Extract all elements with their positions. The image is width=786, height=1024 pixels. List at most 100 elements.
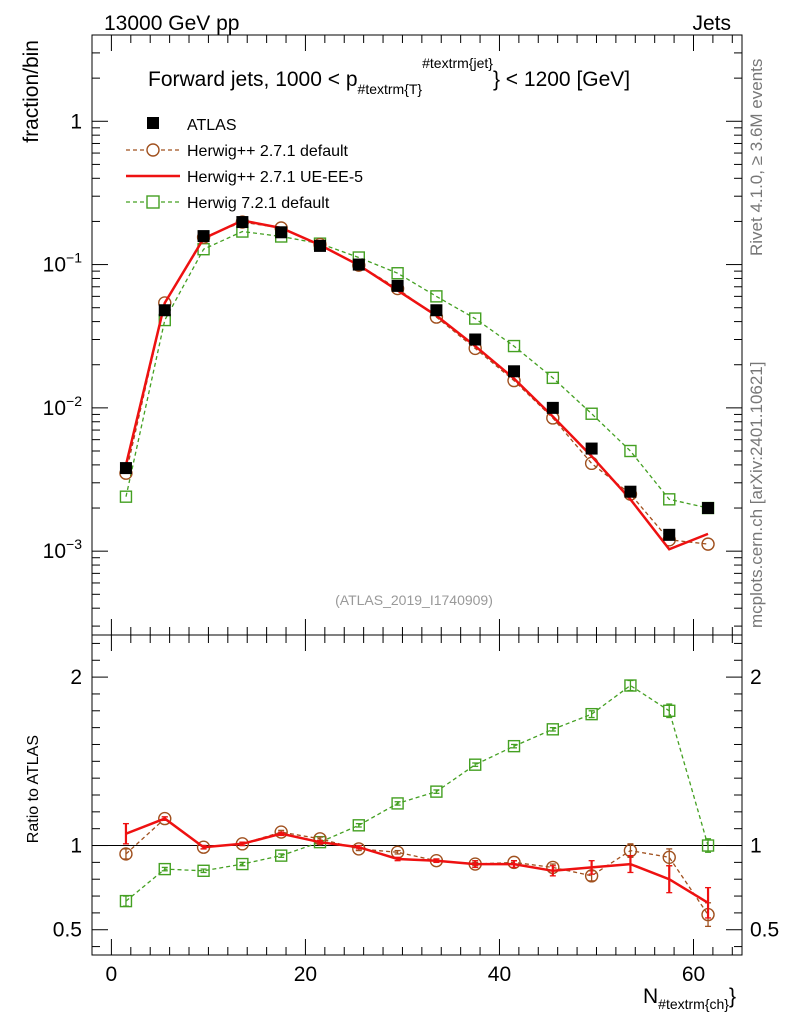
main-point-atlas (391, 279, 404, 292)
main-point-atlas (313, 239, 326, 252)
x-tick-labels: 0 20 40 60 (106, 963, 706, 986)
main-line-square-dashed (125, 230, 709, 509)
chart-title-end: } < 1200 [GeV] (493, 68, 630, 91)
main-point-atlas (236, 216, 249, 229)
ratio-y-axis-label: Ratio to ATLAS (25, 735, 42, 843)
main-point-atlas (352, 258, 365, 271)
main-y-tick-label-base: 10 (43, 254, 66, 277)
x-tick-label: 0 (106, 963, 118, 986)
legend-label-herwig7-default: Herwig 7.2.1 default (187, 195, 330, 212)
ratio-point-herwig7-default (585, 707, 598, 721)
main-y-tick-label-base: 10 (43, 397, 66, 420)
legend-item-atlas: ATLAS (147, 117, 237, 134)
ratio-point-herwigpp-default (274, 825, 288, 839)
ratio-point-herwig7-default (274, 849, 288, 862)
main-point-atlas (585, 442, 598, 455)
ratio-panel: 0.5 0.5 1 1 2 2 Ratio to ATLAS 0 20 40 60 N#text… (25, 634, 779, 1012)
main-y-tick-label-exp: −2 (66, 393, 82, 409)
main-point-atlas (624, 485, 637, 498)
ratio-series-solid (122, 816, 712, 919)
ratio-point-herwig7-default (624, 679, 637, 692)
ratio-point-herwig7-default (119, 894, 133, 908)
legend-marker-atlas (147, 117, 159, 129)
ratio-line-circle-dashed (125, 817, 709, 915)
legend-label-atlas: ATLAS (187, 117, 237, 134)
legend-marker-herwig7-default (146, 195, 160, 209)
legend-item-herwigpp-default: Herwig++ 2.7.1 default (126, 143, 349, 160)
main-point-herwig7-default (663, 493, 676, 506)
chart-title: Forward jets, 1000 < p#textrm{T} #textrm{… (148, 55, 630, 97)
ratio-line-square-dashed (125, 684, 709, 902)
watermark: (ATLAS_2019_I1740909) (335, 592, 493, 608)
main-point-atlas (702, 502, 715, 515)
main-point-herwig7-default (585, 407, 598, 420)
ratio-point-herwigpp-default (158, 811, 172, 826)
main-point-atlas (275, 226, 288, 239)
ratio-point-herwigpp-default (119, 847, 133, 861)
main-y-axis-label: fraction/bin (20, 40, 43, 143)
ratio-point-herwig7-default (352, 819, 365, 832)
legend-item-herwigpp-ueee5: Herwig++ 2.7.1 UE-EE-5 (126, 169, 363, 186)
ratio-y-tick-label-right: 0.5 (750, 919, 779, 942)
ratio-point-herwig7-default (663, 704, 676, 717)
ratio-point-herwig7-default (430, 785, 443, 798)
ratio-y-tick-label-right: 2 (750, 666, 762, 689)
main-series-data (119, 216, 715, 541)
chart-title-sup: #textrm{jet} (422, 55, 493, 71)
x-tick-label: 40 (488, 963, 511, 986)
main-point-atlas (119, 462, 132, 475)
main-point-herwig7-default (546, 371, 560, 385)
ratio-point-herwig7-default (158, 862, 171, 876)
main-y-tick-label: 1 (70, 110, 82, 133)
ratio-point-herwig7-default (546, 723, 560, 736)
main-point-herwig7-default (507, 339, 521, 353)
ratio-frame (91, 634, 743, 956)
main-point-herwig7-default (469, 312, 482, 325)
ratio-point-herwig7-default (469, 758, 482, 771)
main-point-atlas (197, 230, 210, 243)
main-point-herwig7-default (624, 444, 637, 458)
main-y-tick-label-exp: −1 (66, 250, 82, 266)
x-axis-label-end: } (729, 985, 736, 1008)
main-ticks (92, 34, 742, 635)
main-y-tick-labels: 110−110−210−3 (43, 110, 83, 563)
header-left: 13000 GeV pp (104, 12, 239, 35)
ratio-point-herwig7-default (701, 839, 715, 852)
main-point-herwig7-default (430, 290, 443, 303)
x-tick-label: 20 (294, 963, 317, 986)
legend-label-herwigpp-ueee5: Herwig++ 2.7.1 UE-EE-5 (187, 169, 363, 186)
ratio-y-tick-label: 1 (70, 835, 82, 858)
legend-item-herwig7-default: Herwig 7.2.1 default (126, 195, 330, 212)
main-series-layer (119, 215, 715, 551)
x-axis-label: N#textrm{ch}} (643, 985, 736, 1012)
ratio-point-herwig7-default (197, 864, 210, 877)
main-point-atlas (430, 304, 443, 317)
main-line-circle-dashed (125, 221, 709, 545)
ratio-point-herwigpp-default (662, 850, 676, 865)
header-right: Jets (692, 12, 731, 35)
main-panel: 110−110−210−3 fraction/bin Forward jets,… (20, 34, 743, 636)
ratio-point-herwig7-default (391, 797, 404, 810)
chart-title-sub: #textrm{T} (358, 81, 423, 97)
legend-label-herwigpp-default: Herwig++ 2.7.1 default (187, 143, 349, 160)
main-y-tick-label: 10−2 (43, 393, 83, 420)
ratio-series-layer (119, 679, 715, 928)
x-tick-label: 60 (682, 963, 705, 986)
main-y-tick-label-exp: −3 (66, 536, 82, 552)
main-point-herwig7-default (119, 490, 133, 503)
ratio-y-tick-labels: 0.5 0.5 1 1 2 2 (53, 666, 779, 942)
chart-title-main: Forward jets, 1000 < p (148, 68, 358, 91)
x-axis-label-main: N (643, 985, 658, 1008)
main-point-atlas (546, 401, 559, 414)
ratio-point-herwigpp-default (313, 832, 327, 846)
ratio-y-tick-label-right: 1 (750, 835, 762, 858)
ratio-series-square-dashed (119, 679, 715, 908)
main-series-square-dashed (119, 225, 715, 515)
rivet-label: Rivet 4.1.0, ≥ 3.6M events (747, 59, 766, 256)
x-axis-label-sub: #textrm{ch} (658, 996, 729, 1012)
main-point-herwig7-default (391, 267, 404, 280)
legend-marker-herwigpp-default (146, 143, 160, 157)
ratio-point-herwigpp-default (507, 855, 521, 870)
main-point-atlas (663, 528, 676, 541)
